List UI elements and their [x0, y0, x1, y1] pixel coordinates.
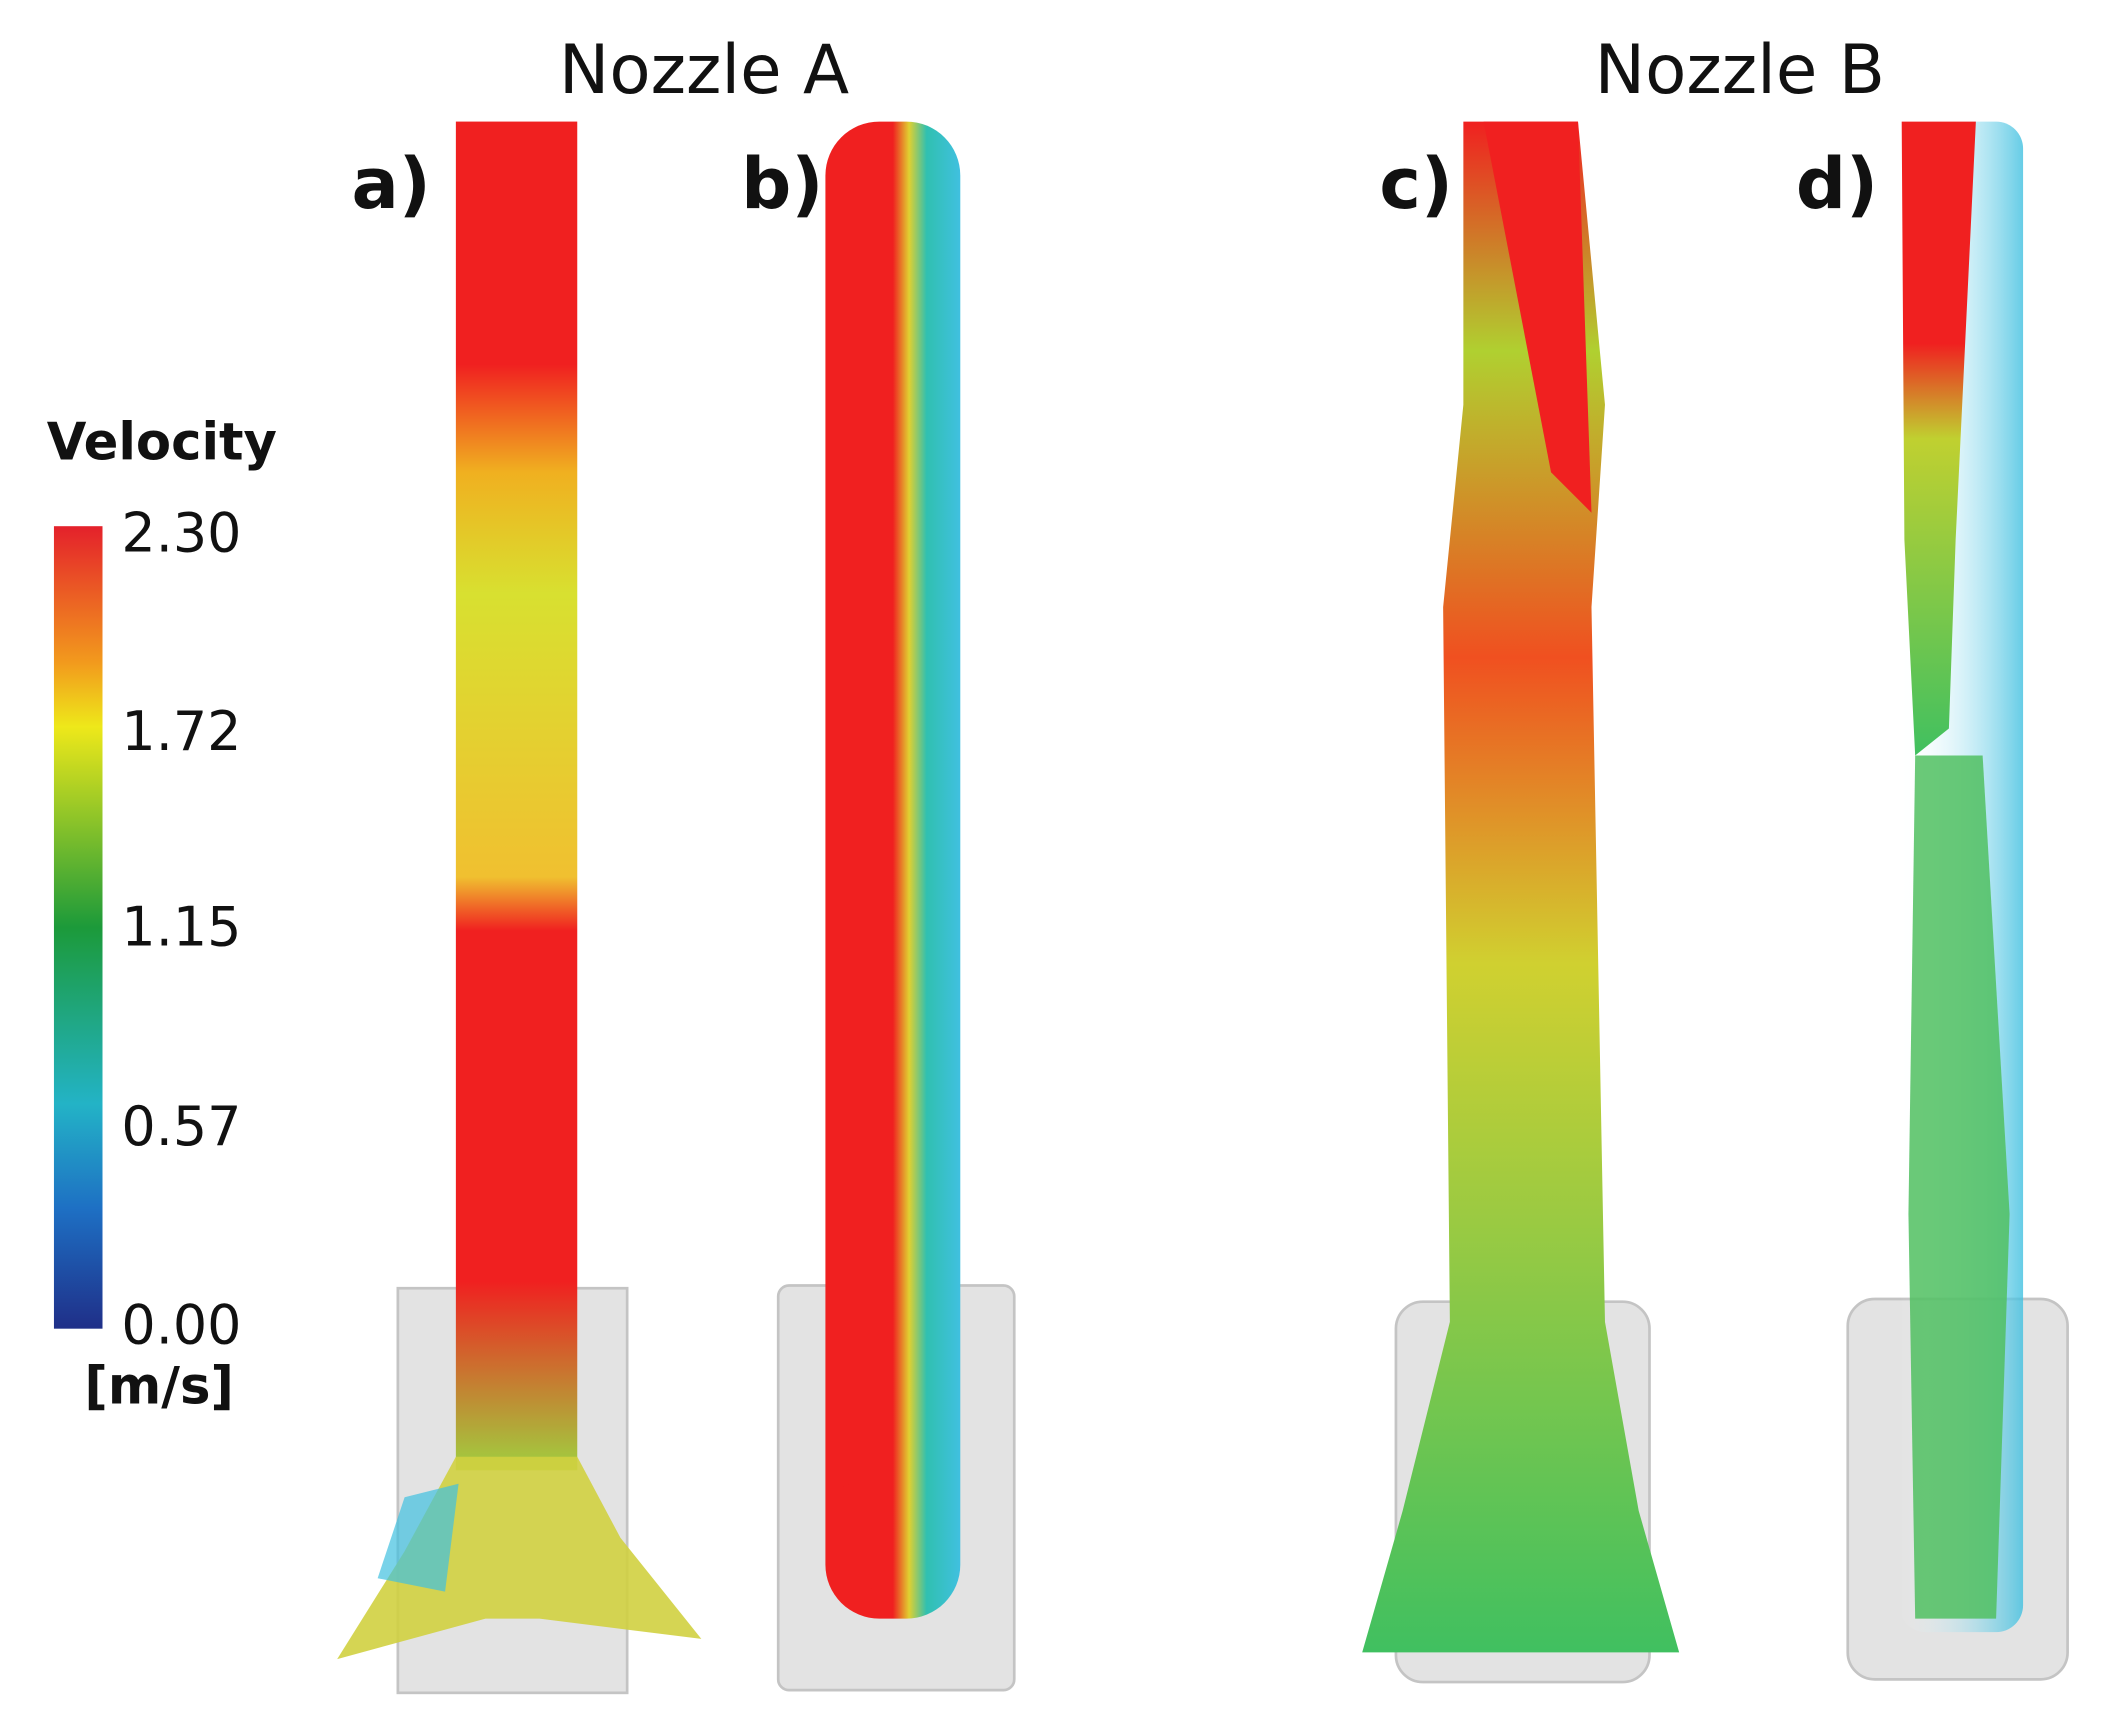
flow-panel [337, 121, 702, 1695]
colorbar-unit: [m/s] [84, 1356, 233, 1416]
colorbar-tick: 0.00 [121, 1293, 241, 1356]
panel-label: d) [1796, 143, 1878, 225]
panel-label: c) [1379, 143, 1453, 225]
nozzle-title: Nozzle A [559, 30, 849, 109]
panel-label: a) [351, 143, 430, 225]
colorbar-tick: 1.15 [121, 895, 241, 958]
panel-label: b) [741, 143, 823, 225]
flow-panel [1362, 121, 1680, 1684]
nozzle-title: Nozzle B [1595, 30, 1885, 109]
colorbar [53, 526, 103, 1329]
colorbar-tick: 0.57 [121, 1095, 241, 1158]
flow-panel [776, 121, 1016, 1692]
colorbar-title: Velocity [47, 412, 277, 472]
flow-panel [1846, 121, 2069, 1681]
colorbar-tick: 2.30 [121, 502, 241, 565]
colorbar-tick: 1.72 [121, 700, 241, 763]
